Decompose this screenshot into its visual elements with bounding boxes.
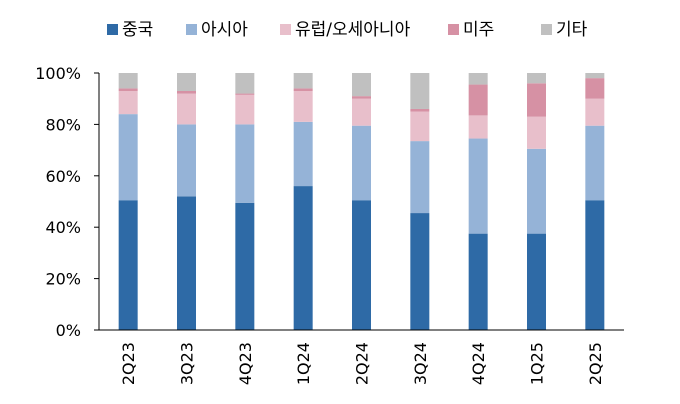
x-tick-label: 4Q23 <box>236 342 255 385</box>
bar-segment <box>177 196 196 330</box>
legend-swatch <box>107 24 118 35</box>
x-tick-label: 1Q25 <box>528 342 547 385</box>
x-tick-label: 2Q25 <box>586 342 605 385</box>
bar-segment <box>585 73 605 79</box>
legend-label: 중국 <box>122 20 153 40</box>
legend-swatch <box>448 24 459 35</box>
y-tick-label: 100% <box>35 64 81 83</box>
bar-segment <box>410 213 430 330</box>
bar-segment <box>235 93 255 95</box>
y-tick-label: 0% <box>56 321 81 340</box>
bar-segment <box>352 200 371 330</box>
bar-segment <box>527 73 546 84</box>
legend-swatch <box>186 24 197 35</box>
bar-segment <box>352 73 371 97</box>
bar-segment <box>410 73 430 109</box>
bar-segment <box>293 121 313 187</box>
legend-swatch <box>280 24 291 35</box>
bars <box>118 73 605 330</box>
bar-segment <box>118 90 138 115</box>
y-tick-label: 20% <box>45 270 81 289</box>
bar-segment <box>235 124 255 203</box>
legend-item: 아시아 <box>186 20 248 40</box>
legend-label: 아시아 <box>201 20 248 40</box>
legend-swatch <box>541 24 552 35</box>
x-tick-label: 2Q23 <box>119 342 138 385</box>
bar-segment <box>293 186 313 330</box>
bar-segment <box>118 114 138 201</box>
legend: 중국 아시아 유럽/오세아니아 미주 기타 <box>107 20 588 40</box>
bar-segment <box>177 90 196 94</box>
legend-item: 기타 <box>541 20 588 40</box>
bar-segment <box>235 202 255 330</box>
bar-segment <box>293 90 313 122</box>
bar-segment <box>235 94 255 125</box>
bar-segment <box>293 73 313 89</box>
bar-segment <box>468 233 488 330</box>
legend-label: 기타 <box>556 20 588 40</box>
bar-segment <box>177 124 196 197</box>
bar-segment <box>177 73 196 91</box>
legend-item: 중국 <box>107 20 153 40</box>
x-axis: 2Q23 3Q23 4Q23 1Q24 2Q24 3Q24 4Q24 1Q25 2Q25 <box>99 329 624 385</box>
bar-segment <box>118 73 138 89</box>
bar-segment <box>468 73 488 85</box>
bar-segment <box>585 98 605 126</box>
legend-item: 미주 <box>448 20 494 40</box>
bar-segment <box>527 116 546 149</box>
bar-segment <box>527 83 546 117</box>
bar-segment <box>410 111 430 142</box>
y-axis: 0% 20% 40% 60% 80% 100% <box>35 64 100 340</box>
bar-segment <box>585 125 605 201</box>
bar-segment <box>118 200 138 330</box>
bar-segment <box>118 88 138 91</box>
bar-segment <box>585 78 605 99</box>
x-tick-label: 4Q24 <box>469 342 488 385</box>
bar-segment <box>352 96 371 99</box>
legend-label: 미주 <box>463 20 494 40</box>
bar-segment <box>527 233 546 330</box>
legend-label: 유럽/오세아니아 <box>295 20 411 40</box>
bar-segment <box>410 141 430 214</box>
x-tick-label: 3Q24 <box>411 342 430 385</box>
bar-segment <box>468 138 488 234</box>
bar-segment <box>410 108 430 112</box>
bar-segment <box>468 84 488 116</box>
bar-segment <box>468 115 488 139</box>
bar-segment <box>235 73 255 94</box>
bar-segment <box>585 200 605 330</box>
bar-segment <box>352 98 371 126</box>
y-tick-label: 60% <box>45 167 81 186</box>
legend-item: 유럽/오세아니아 <box>280 20 411 40</box>
y-tick-label: 80% <box>45 115 81 134</box>
x-tick-label: 1Q24 <box>294 342 313 385</box>
bar-segment <box>293 88 313 91</box>
bar-segment <box>177 93 196 125</box>
bar-segment <box>352 125 371 201</box>
x-tick-label: 3Q23 <box>178 342 197 385</box>
y-tick-label: 40% <box>45 218 81 237</box>
bar-segment <box>527 148 546 234</box>
x-tick-label: 2Q24 <box>353 342 372 385</box>
